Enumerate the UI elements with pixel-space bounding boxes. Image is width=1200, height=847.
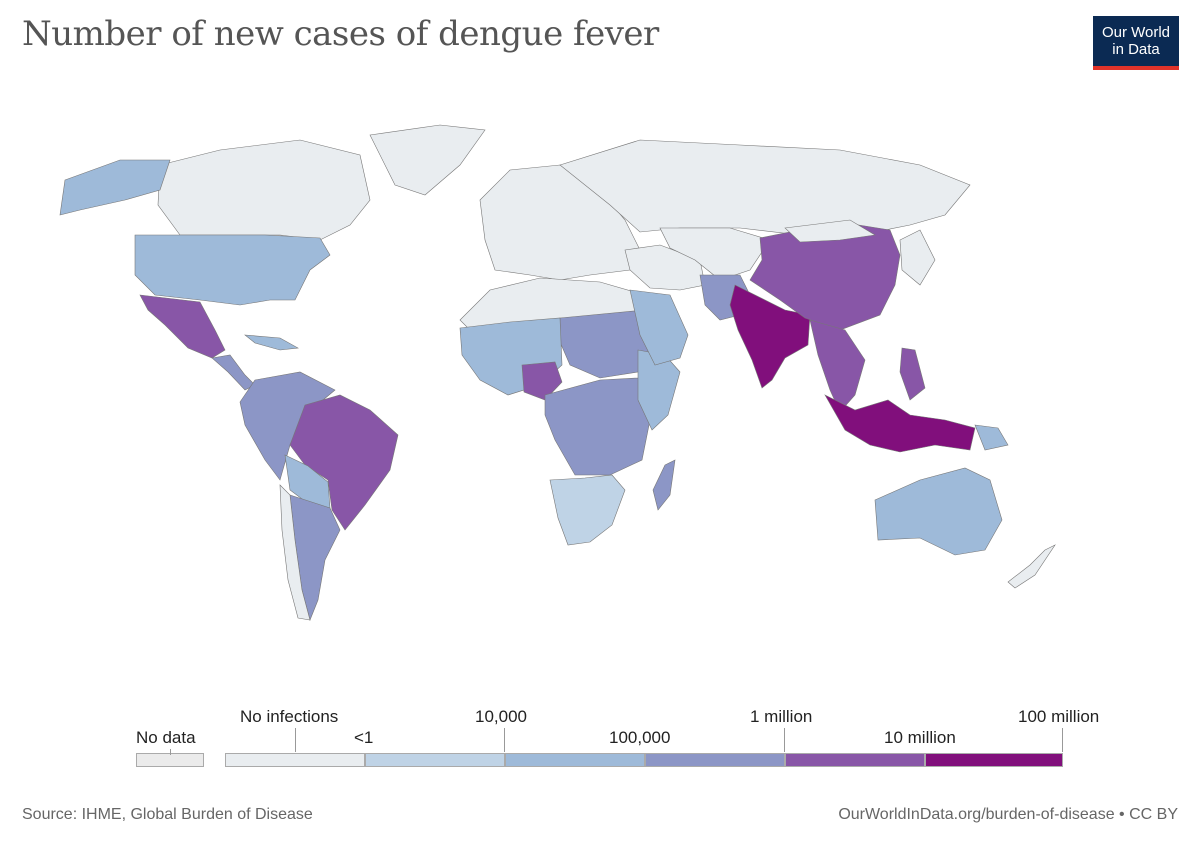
region-korea-japan[interactable] bbox=[899, 229, 936, 286]
legend-tick bbox=[1062, 728, 1063, 752]
region-arabian-peninsula[interactable] bbox=[629, 289, 689, 366]
region-united-states[interactable] bbox=[134, 234, 331, 306]
legend-tick bbox=[784, 728, 785, 752]
chart-title: Number of new cases of dengue fever bbox=[22, 14, 659, 54]
region-philippines[interactable] bbox=[899, 347, 926, 401]
legend-no-infections-label: No infections bbox=[240, 707, 339, 726]
legend-upper-label-0: 10,000 bbox=[475, 707, 527, 726]
legend-lower-label-2: 10 million bbox=[884, 728, 956, 747]
legend-bin-0 bbox=[225, 753, 365, 767]
region-brazil[interactable] bbox=[289, 394, 399, 531]
legend-bin-5 bbox=[925, 753, 1063, 767]
legend-upper-label-1: 1 million bbox=[750, 707, 813, 726]
legend-bin-4 bbox=[785, 753, 925, 767]
legend-lower-label-1: 100,000 bbox=[609, 728, 671, 747]
world-map bbox=[59, 124, 1056, 621]
logo-line-1: Our World bbox=[1101, 24, 1171, 41]
legend-no-data-swatch bbox=[136, 753, 204, 767]
footer-link[interactable]: OurWorldInData.org/burden-of-disease • C… bbox=[838, 806, 1178, 823]
region-russia[interactable] bbox=[559, 139, 971, 236]
region-central-africa[interactable] bbox=[544, 377, 653, 476]
region-greenland[interactable] bbox=[369, 124, 486, 196]
legend-bin-1 bbox=[365, 753, 505, 767]
region-nigeria[interactable] bbox=[521, 361, 563, 401]
region-chile[interactable] bbox=[279, 484, 311, 621]
region-indonesia[interactable] bbox=[824, 394, 976, 453]
region-northern-south-america[interactable] bbox=[239, 371, 336, 481]
legend-tick bbox=[504, 728, 505, 752]
region-southern-africa[interactable] bbox=[549, 474, 626, 546]
region-middle-east[interactable] bbox=[624, 244, 706, 291]
logo-line-2: in Data bbox=[1112, 41, 1160, 58]
region-australia[interactable] bbox=[874, 467, 1003, 556]
logo-accent-bar bbox=[1093, 66, 1179, 70]
region-mexico[interactable] bbox=[139, 294, 226, 359]
region-alaska[interactable] bbox=[59, 159, 171, 216]
region-china[interactable] bbox=[749, 221, 901, 331]
legend-upper-label-2: 100 million bbox=[1018, 707, 1100, 726]
legend-tick bbox=[295, 728, 296, 752]
region-southeast-asia[interactable] bbox=[809, 319, 866, 413]
region-papua-new-guinea[interactable] bbox=[974, 424, 1009, 451]
owid-logo[interactable]: Our World in Data bbox=[1093, 16, 1179, 70]
region-mongolia[interactable] bbox=[784, 219, 876, 243]
region-caribbean[interactable] bbox=[244, 334, 299, 351]
region-madagascar[interactable] bbox=[652, 459, 676, 511]
legend-bin-2 bbox=[505, 753, 645, 767]
legend-no-data-label: No data bbox=[136, 728, 196, 747]
legend-bin-3 bbox=[645, 753, 785, 767]
source-note: Source: IHME, Global Burden of Disease bbox=[22, 806, 313, 823]
region-central-america[interactable] bbox=[211, 354, 256, 391]
legend-tick bbox=[170, 749, 171, 755]
legend-lower-label-0: <1 bbox=[354, 728, 374, 747]
region-canada[interactable] bbox=[157, 139, 371, 241]
region-new-zealand[interactable] bbox=[1007, 544, 1056, 589]
